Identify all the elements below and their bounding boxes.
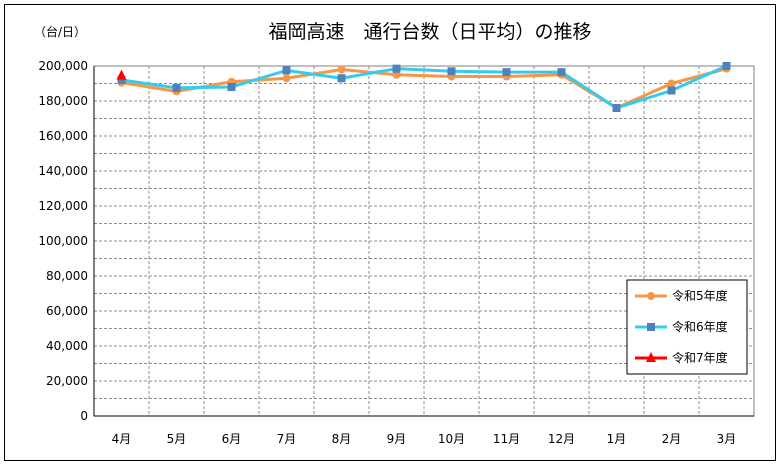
data-point [667, 79, 676, 88]
data-point [337, 65, 346, 74]
axes [93, 65, 755, 417]
y-tick-label: 100,000 [38, 234, 88, 248]
series-line [121, 64, 728, 110]
data-point [392, 70, 401, 79]
x-tick-label: 3月 [717, 432, 737, 446]
x-tick-label: 10月 [438, 432, 465, 446]
data-point [227, 83, 236, 91]
legend-item: 令和7年度 [635, 350, 728, 365]
legend-item: 令和5年度 [635, 288, 728, 303]
y-tick-label: 80,000 [46, 269, 88, 283]
data-point [502, 68, 511, 77]
legend-label: 令和6年度 [672, 319, 728, 334]
data-point [116, 69, 127, 80]
y-unit-label: （台/日） [34, 24, 86, 39]
y-tick-label: 160,000 [38, 129, 88, 143]
series [116, 69, 127, 80]
x-tick-label: 4月 [112, 432, 132, 446]
series-group [116, 62, 731, 112]
data-point [392, 64, 401, 73]
data-point [667, 86, 676, 95]
data-point [646, 352, 656, 362]
data-point [557, 68, 566, 77]
x-tick-label: 6月 [222, 432, 242, 446]
data-point [612, 104, 621, 112]
y-tick-labels: 0 20,000 40,000 60,000 80,000 100,000 120,000 1… [38, 59, 88, 423]
x-tick-label: 8月 [332, 432, 352, 446]
x-tick-label: 1月 [607, 432, 627, 446]
x-tick-label: 9月 [387, 432, 407, 446]
data-point [447, 67, 456, 76]
series [117, 62, 731, 112]
y-tick-label: 40,000 [46, 339, 88, 353]
x-tick-label: 11月 [493, 432, 520, 446]
y-tick-label: 140,000 [38, 164, 88, 178]
data-point [337, 74, 346, 83]
data-point [722, 62, 731, 70]
y-tick-label: 20,000 [46, 374, 88, 388]
y-tick-label: 120,000 [38, 199, 88, 213]
data-point [647, 292, 655, 300]
y-tick-label: 0 [80, 409, 88, 423]
data-point [117, 76, 126, 84]
legend-label: 令和5年度 [672, 288, 728, 303]
data-point [647, 323, 655, 331]
data-point [282, 74, 291, 83]
x-tick-label: 2月 [662, 432, 682, 446]
legend-label: 令和7年度 [672, 350, 728, 365]
x-tick-labels: 4月 5月 6月 7月 8月 9月 10月 11月 12月 1月 2月 3月 [112, 432, 737, 446]
y-tick-label: 180,000 [38, 94, 88, 108]
x-tick-label: 12月 [548, 432, 575, 446]
y-tick-label: 60,000 [46, 304, 88, 318]
x-tick-label: 7月 [277, 432, 297, 446]
chart-title: 福岡高速 通行台数（日平均）の推移 [268, 21, 591, 43]
legend-item: 令和6年度 [635, 319, 728, 334]
y-tick-label: 200,000 [38, 59, 88, 73]
x-tick-label: 5月 [167, 432, 187, 446]
data-point [282, 66, 291, 75]
data-point [172, 83, 181, 92]
